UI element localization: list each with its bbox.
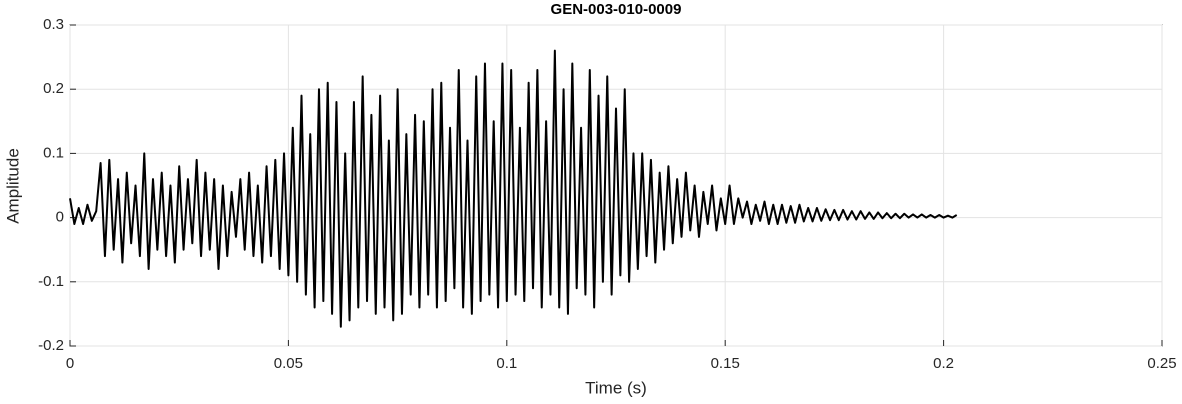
y-tick-label: 0.2 xyxy=(43,80,64,97)
y-tick-label: 0.3 xyxy=(43,16,64,33)
x-tick-label: 0.2 xyxy=(933,355,954,372)
x-axis-label: Time (s) xyxy=(585,378,647,397)
chart-title: GEN-003-010-0009 xyxy=(551,1,682,18)
y-tick-label: -0.1 xyxy=(38,273,64,290)
x-tick-label: 0.1 xyxy=(496,355,517,372)
x-tick-label: 0.05 xyxy=(274,355,303,372)
y-tick-label: 0 xyxy=(56,209,64,226)
plot-area xyxy=(69,24,1163,347)
y-axis-label: Amplitude xyxy=(3,148,22,224)
waveform-line xyxy=(69,49,958,328)
y-tick-label: -0.2 xyxy=(38,337,64,354)
x-tick-label: 0 xyxy=(66,355,74,372)
x-tick-label: 0.15 xyxy=(711,355,740,372)
x-tick-label: 0.25 xyxy=(1147,355,1176,372)
y-tick-label: 0.1 xyxy=(43,144,64,161)
